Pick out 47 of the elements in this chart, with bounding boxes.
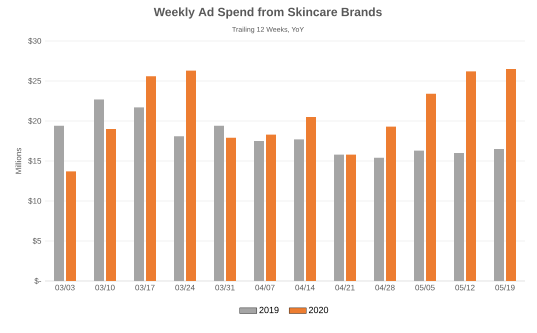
x-tick-label: 04/21 — [335, 284, 355, 290]
x-tick-label: 05/05 — [415, 284, 435, 290]
x-tick-label: 03/17 — [135, 284, 155, 290]
y-tick-label: $30 — [28, 38, 42, 44]
bar — [506, 69, 516, 281]
y-tick-label: $- — [34, 278, 42, 284]
y-tick-label: $5 — [32, 238, 42, 244]
bar — [106, 129, 116, 281]
x-tick-label: 04/07 — [255, 284, 275, 290]
y-axis-title: Millions — [15, 148, 22, 174]
bar — [66, 171, 76, 281]
y-tick-label: $15 — [28, 158, 42, 164]
bar — [146, 76, 156, 281]
bar — [94, 99, 104, 281]
bar — [306, 117, 316, 281]
bar — [186, 70, 196, 281]
x-tick-label: 04/28 — [375, 284, 395, 290]
bar — [374, 158, 384, 281]
bar — [494, 149, 504, 281]
bar — [254, 141, 264, 281]
x-tick-label: 05/12 — [455, 284, 475, 290]
bar — [386, 126, 396, 281]
x-tick-label: 03/03 — [55, 284, 75, 290]
x-tick-label: 05/19 — [495, 284, 515, 290]
x-tick-label: 03/10 — [95, 284, 115, 290]
y-tick-label: $20 — [28, 118, 42, 124]
legend-label: 2020 — [308, 306, 328, 314]
chart-title: Weekly Ad Spend from Skincare Brands — [154, 7, 382, 19]
x-tick-label: 03/31 — [215, 284, 235, 290]
y-tick-label: $25 — [28, 78, 42, 84]
bar — [346, 154, 356, 281]
bar — [226, 138, 236, 281]
x-tick-label: 04/14 — [295, 284, 315, 290]
y-tick-label: $10 — [28, 198, 42, 204]
bar — [214, 126, 224, 281]
bar — [454, 153, 464, 281]
legend-label: 2019 — [259, 306, 279, 314]
bar — [294, 139, 304, 281]
bar — [414, 150, 424, 281]
bar — [174, 136, 184, 281]
bar — [134, 107, 144, 281]
bar — [334, 154, 344, 281]
bar — [266, 134, 276, 281]
bar — [54, 126, 64, 281]
x-tick-label: 03/24 — [175, 284, 195, 290]
bar — [466, 71, 476, 281]
bar — [426, 94, 436, 281]
